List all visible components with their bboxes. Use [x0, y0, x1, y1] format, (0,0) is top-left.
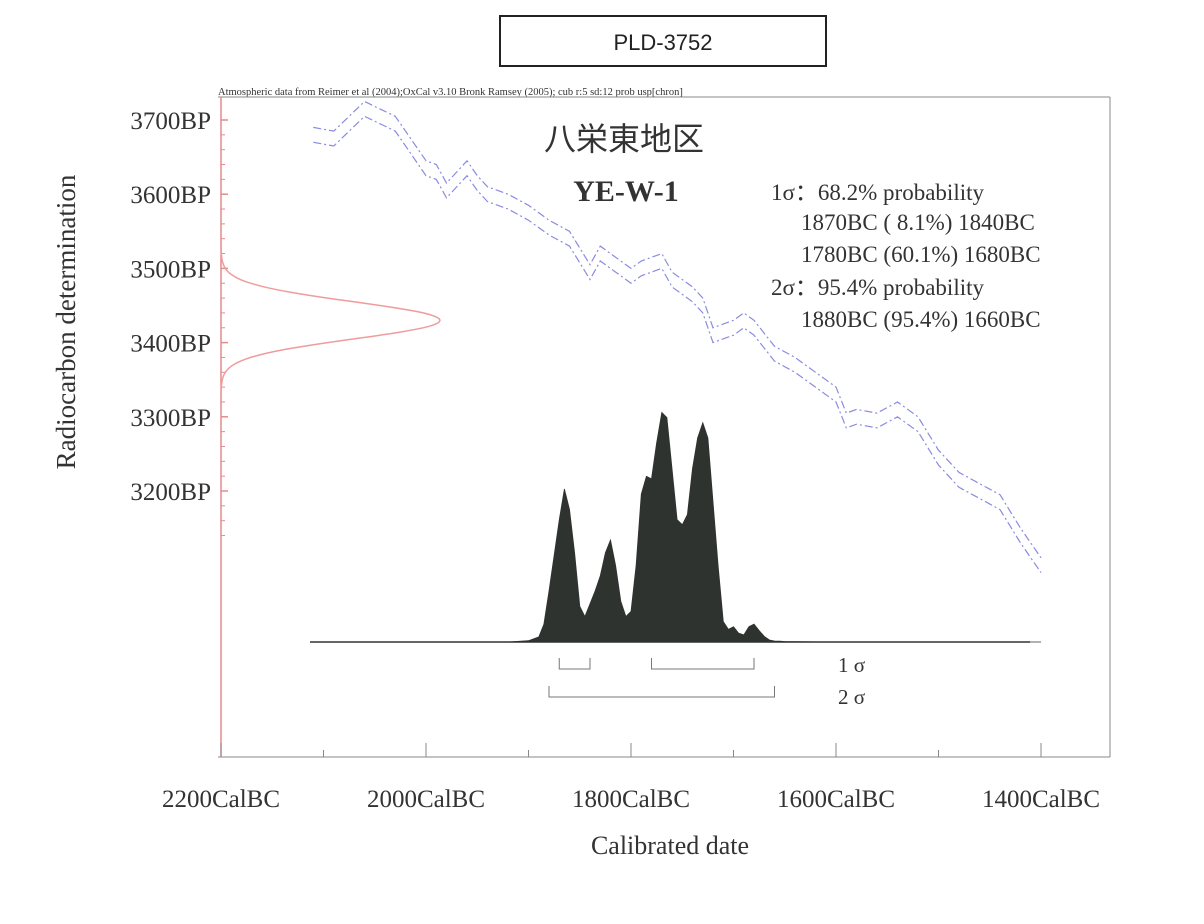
x-tick-label: 1800CalBC: [572, 786, 690, 813]
x-tick-label: 1400CalBC: [982, 786, 1100, 813]
calibration-curve-lower: [313, 115, 1042, 573]
summary-line-5: 1880BC (95.4%) 1660BC: [801, 307, 1041, 332]
x-tick-label: 1600CalBC: [777, 786, 895, 813]
attribution-text: Atmospheric data from Reimer et al (2004…: [218, 87, 683, 98]
y-tick-label: 3200BP: [130, 479, 211, 506]
calibration-curve-upper: [313, 100, 1042, 559]
y-axis-ticks: 3700BP 3600BP 3500BP 3400BP 3300BP 3200BP: [130, 108, 228, 506]
one-sigma-label: 1 σ: [838, 653, 865, 677]
y-tick-label: 3400BP: [130, 331, 211, 358]
y-tick-label: 3500BP: [130, 256, 211, 283]
x-axis-label: Calibrated date: [591, 831, 749, 860]
one-sigma-range: [558, 658, 591, 670]
x-tick-label: 2000CalBC: [367, 786, 485, 813]
summary-line-4: 2σ：95.4% probability: [771, 275, 984, 300]
summary-line-2: 1870BC ( 8.1%) 1840BC: [801, 210, 1035, 235]
x-tick-label: 2200CalBC: [162, 786, 280, 813]
y-axis-label: Radiocarbon determination: [51, 174, 81, 469]
y-tick-label: 3300BP: [130, 405, 211, 432]
y-tick-label: 3600BP: [130, 182, 211, 209]
two-sigma-label: 2 σ: [838, 685, 865, 709]
radiocarbon-age-curve: [220, 246, 441, 395]
calibrated-distribution-area: [507, 411, 1042, 643]
summary-line-1: 1σ：68.2% probability: [771, 180, 984, 205]
sigma-ranges: [548, 658, 775, 698]
y-tick-label: 3700BP: [130, 108, 211, 135]
one-sigma-range: [651, 658, 755, 670]
sample-id-box: [499, 15, 827, 67]
chart-title: 八栄東地区: [544, 121, 704, 157]
calibration-curve: [313, 100, 1042, 573]
calibrated-distribution: [310, 411, 1042, 643]
chart-subtitle: YE-W-1: [573, 175, 679, 208]
two-sigma-range: [548, 686, 775, 698]
summary-line-3: 1780BC (60.1%) 1680BC: [801, 242, 1041, 267]
radiocarbon-age-distribution: [220, 246, 441, 395]
x-axis-ticks: 2200CalBC 2000CalBC 1800CalBC 1600CalBC 1400…: [162, 743, 1100, 813]
sample-id: PLD-3752: [613, 30, 712, 55]
